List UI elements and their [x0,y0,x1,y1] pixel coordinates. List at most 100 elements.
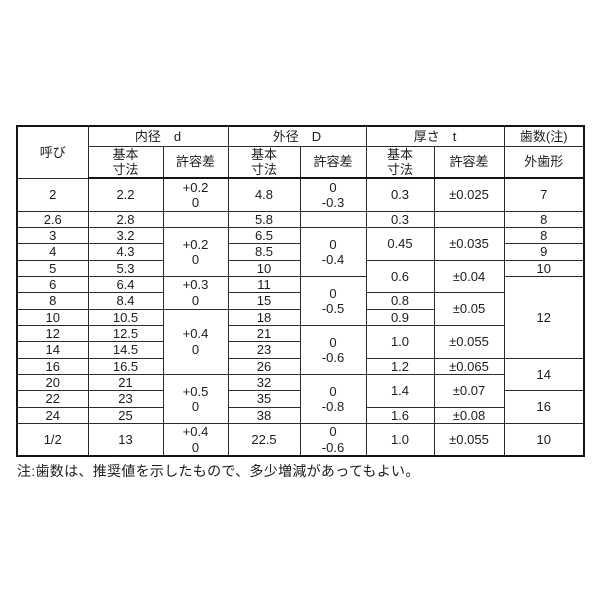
cell-t-basic: 0.45 [365,226,435,261]
table-row: 2.6 2.8 5.8 0.3 8 [16,210,585,228]
cell-od-basic: 10 [227,259,301,277]
cell-od-basic: 6.5 [227,226,301,245]
cell-od-basic: 18 [227,308,301,326]
table-body: 2 2.2 +0.2 0 4.8 0 -0.3 0.3 ±0.025 7 2.6… [16,177,585,457]
cell-nominal: 1/2 [16,422,89,457]
cell-d-basic: 2.2 [87,177,164,212]
cell-t-tolerance: ±0.04 [433,259,505,294]
cell-teeth: 10 [503,259,585,277]
cell-od-tolerance: 0 -0.8 [299,373,367,424]
cell-od-basic: 8.5 [227,243,301,261]
cell-t-tolerance: ±0.035 [433,226,505,261]
spec-table: 呼び 内径 d 外径 D 厚さ t 歯数(注) 基本 寸法 許容差 基本 寸法 … [16,125,585,458]
cell-teeth: 9 [503,243,585,261]
cell-t-basic: 0.3 [365,210,435,228]
cell-od-basic: 4.8 [227,177,301,212]
cell-nominal: 10 [16,308,89,326]
cell-d-tolerance: +0.4 0 [162,308,229,375]
cell-nominal: 4 [16,243,89,261]
table-row: 4 4.3 8.5 9 [16,243,585,261]
header-nominal: 呼び [16,125,89,179]
cell-d-tolerance: +0.2 0 [162,177,229,212]
cell-t-basic: 1.0 [365,324,435,359]
cell-od-basic: 5.8 [227,210,301,228]
header-d-basic: 基本 寸法 [87,145,164,180]
cell-nominal: 8 [16,292,89,310]
cell-t-tolerance [433,210,505,228]
teeth-count-footnote: 注:歯数は、推奨値を示したもので、多少増減があってもよい。 [17,463,420,479]
table-header: 呼び 内径 d 外径 D 厚さ t 歯数(注) 基本 寸法 許容差 基本 寸法 … [16,125,585,180]
cell-teeth: 10 [503,422,585,457]
cell-d-tolerance: +0.2 0 [162,226,229,277]
cell-nominal: 24 [16,406,89,424]
table-row: 2 2.2 +0.2 0 4.8 0 -0.3 0.3 ±0.025 7 [16,177,585,212]
table-row: 24 25 38 1.6 ±0.08 [16,406,584,424]
header-external-tooth: 外歯形 [503,145,585,180]
cell-d-basic: 5.3 [87,259,164,277]
table-row: 12 12.5 21 0 -0.6 1.0 ±0.055 [16,324,584,375]
table-row: 1/2 13 +0.4 0 22.5 0 -0.6 1.0 ±0.055 10 [16,422,585,457]
cell-nominal: 16 [16,357,89,375]
cell-t-basic: 1.2 [365,357,435,375]
cell-t-tolerance: ±0.08 [433,406,505,424]
table-row: 10 10.5 +0.4 0 18 0.9 [16,308,584,375]
cell-t-tolerance: ±0.055 [433,422,505,457]
cell-od-basic: 32 [227,373,301,392]
cell-d-basic: 8.4 [87,292,164,310]
cell-od-tolerance [299,210,367,228]
header-thickness: 厚さ t [365,125,505,147]
header-d-tolerance: 許容差 [162,145,229,180]
header-inner-diameter: 内径 d [87,125,229,147]
cell-t-basic: 0.3 [365,177,435,212]
cell-nominal: 5 [16,259,89,277]
cell-od-tolerance: 0 -0.3 [299,177,367,212]
cell-t-tolerance: ±0.05 [433,292,505,326]
cell-t-basic: 0.6 [365,259,435,294]
cell-d-basic: 21 [87,373,164,392]
table-row: 20 21 +0.5 0 32 0 -0.8 1.4 ±0.07 [16,373,584,424]
cell-d-tolerance: +0.4 0 [162,422,229,457]
cell-nominal: 2 [16,177,89,212]
table-row: 3 3.2 +0.2 0 6.5 0 -0.4 0.45 ±0.035 8 [16,226,585,277]
cell-d-basic: 16.5 [87,357,164,375]
cell-d-basic: 3.2 [87,226,164,245]
cell-d-tolerance: +0.5 0 [162,373,229,424]
cell-od-basic: 26 [227,357,301,375]
cell-od-tolerance: 0 -0.6 [299,422,367,457]
cell-d-tolerance [162,210,229,228]
cell-d-basic: 4.3 [87,243,164,261]
cell-od-tolerance: 0 -0.4 [299,226,367,277]
cell-d-basic: 6.4 [87,275,164,294]
header-t-tolerance: 許容差 [433,145,505,180]
cell-od-basic: 38 [227,406,301,424]
cell-d-basic: 13 [87,422,164,457]
table-row: 5 5.3 10 0.6 ±0.04 10 [16,259,585,294]
cell-d-basic: 12.5 [87,324,164,343]
cell-t-basic: 0.8 [365,292,435,310]
cell-t-basic: 1.0 [365,422,435,457]
cell-nominal: 20 [16,373,89,392]
table-row: 6 6.4 +0.3 0 11 0 -0.5 12 [16,275,585,359]
cell-nominal: 22 [16,390,89,408]
cell-d-tolerance: +0.3 0 [162,275,229,310]
header-od-basic: 基本 寸法 [227,145,301,180]
cell-t-tolerance: ±0.055 [433,324,505,359]
table-row: 16 16.5 26 1.2 ±0.065 14 [16,357,585,392]
cell-od-basic: 35 [227,390,301,408]
header-t-basic: 基本 寸法 [365,145,435,180]
cell-teeth: 14 [503,357,585,392]
cell-od-tolerance: 0 -0.5 [299,275,367,326]
cell-nominal: 6 [16,275,89,294]
cell-t-basic: 1.4 [365,373,435,408]
cell-d-basic: 23 [87,390,164,408]
header-group-row: 呼び 内径 d 外径 D 厚さ t 歯数(注) [16,125,585,179]
cell-teeth: 7 [503,177,585,212]
cell-d-basic: 14.5 [87,341,164,359]
table-row: 22 23 35 16 [16,390,585,424]
cell-teeth: 16 [503,390,585,424]
header-od-tolerance: 許容差 [299,145,367,180]
header-teeth-count: 歯数(注) [503,125,585,147]
cell-od-basic: 22.5 [227,422,301,457]
cell-nominal: 14 [16,341,89,359]
cell-od-tolerance: 0 -0.6 [299,324,367,375]
